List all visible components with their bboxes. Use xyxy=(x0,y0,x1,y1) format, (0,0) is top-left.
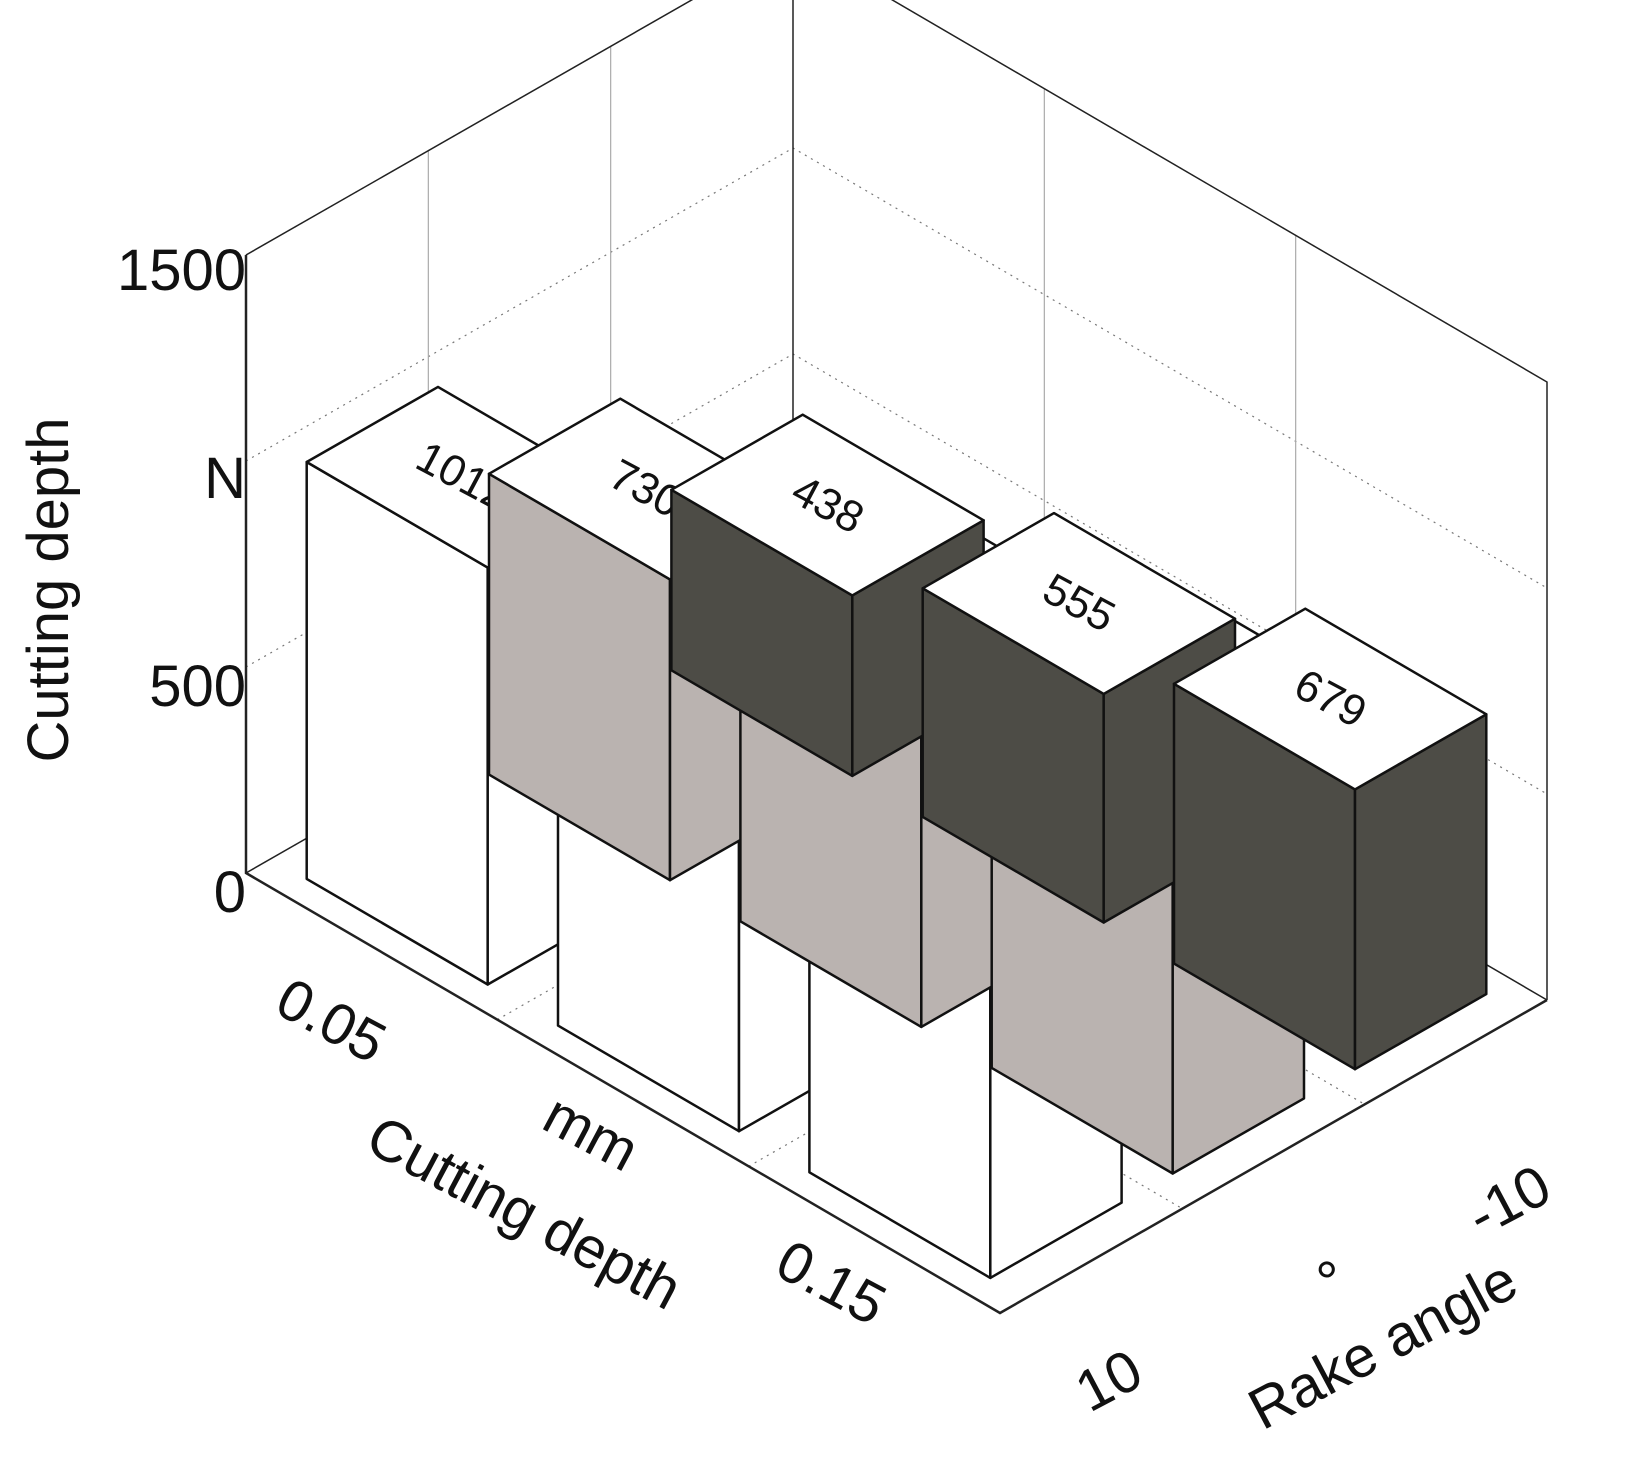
x-tick-label: 0.15 xyxy=(766,1228,896,1338)
axis-line xyxy=(245,0,1548,1000)
y-tick-label: 10 xyxy=(1065,1337,1152,1425)
bar-top-face xyxy=(1172,607,1488,791)
z-tick-label: 0 xyxy=(214,860,246,925)
z-tick-label: 500 xyxy=(149,654,246,719)
z-unit-label: N xyxy=(204,446,246,511)
y-axis-title: Rake angle xyxy=(1238,1247,1528,1442)
y-tick-label: -10 xyxy=(1457,1152,1562,1249)
y-unit-label: ° xyxy=(1307,1247,1358,1315)
bar-top-face xyxy=(921,511,1237,696)
z-axis-title: Cutting depth xyxy=(16,417,81,762)
bar-top-face xyxy=(670,413,985,597)
bar: 679 xyxy=(1172,607,1488,1071)
z-tick-label: 1500 xyxy=(117,238,246,303)
axis-line xyxy=(244,255,1548,1315)
x-tick-label: 0.05 xyxy=(266,966,396,1076)
bars-group: 1012122814177308601061438555679 xyxy=(305,385,1488,1280)
